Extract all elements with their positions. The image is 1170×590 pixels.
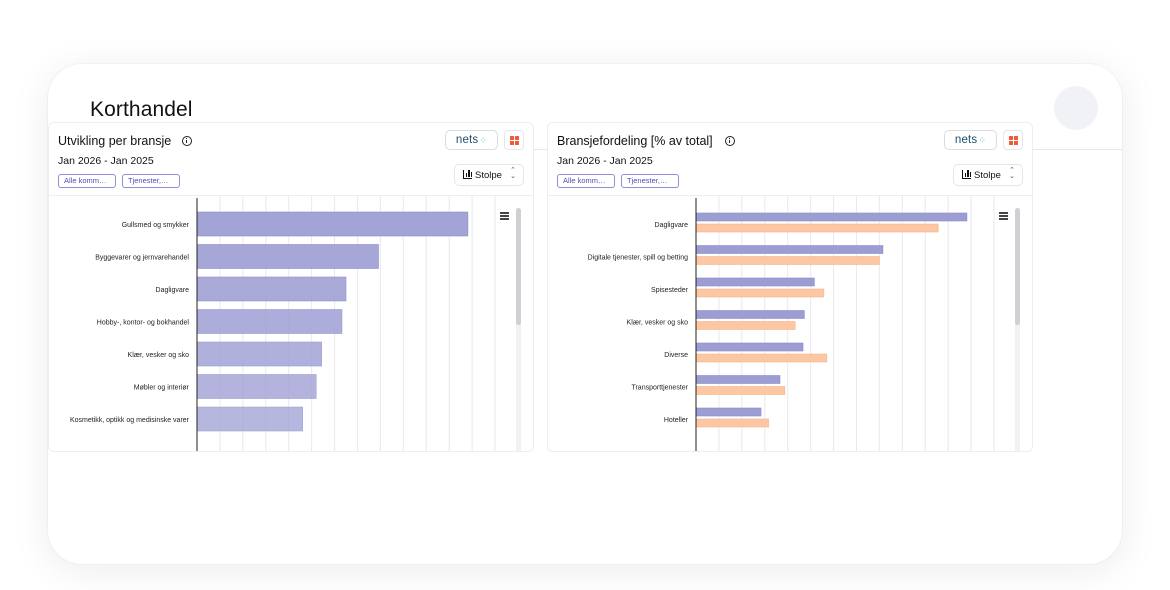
bar <box>196 309 343 334</box>
bar <box>695 407 762 417</box>
category-label: Digitale tjenester, spill og betting <box>588 255 688 262</box>
hamburger-menu-icon[interactable] <box>999 212 1008 220</box>
bar-chart-icon <box>962 170 971 179</box>
category-label: Kosmetikk, optikk og medisinske varer <box>70 417 190 424</box>
bar <box>196 406 303 432</box>
date-range: Jan 2026 - Jan 2025 <box>557 155 653 167</box>
bar <box>695 310 805 319</box>
bar <box>695 256 880 265</box>
nets-logo-text: nets <box>455 134 479 146</box>
bar <box>196 244 379 269</box>
filter-chip-bransjer[interactable]: Tjenester,… <box>621 174 679 188</box>
scrollbar-thumb[interactable] <box>516 208 521 325</box>
bar <box>695 277 815 287</box>
grid-button[interactable] <box>1003 130 1023 150</box>
bar <box>695 288 825 298</box>
panel-title: Bransjefordeling [% av total] <box>557 134 713 148</box>
sort-chevron-icon: ⌃ ⌄ <box>510 167 516 180</box>
bar <box>695 212 968 222</box>
panel-divider <box>49 195 533 196</box>
chart-scrollbar[interactable] <box>516 208 521 451</box>
bar-chart-bransjefordeling: Dagligvare Digitale tjenester, spill og b… <box>588 196 995 451</box>
bar <box>695 321 796 330</box>
info-icon[interactable] <box>182 136 192 146</box>
sort-chevron-icon: ⌃ ⌄ <box>1009 167 1015 180</box>
bar <box>695 375 781 384</box>
category-label: Diverse <box>664 352 688 359</box>
grid-button[interactable] <box>504 130 524 150</box>
chart-type-label: Stolpe <box>974 170 1001 181</box>
chart-scrollbar[interactable] <box>1015 208 1020 451</box>
panel-divider <box>548 195 1032 196</box>
hamburger-menu-icon[interactable] <box>500 212 509 220</box>
bar <box>196 374 317 399</box>
category-label: Gullsmed og smykker <box>122 222 190 229</box>
filter-chip-kommuner[interactable]: Alle komm… <box>557 174 615 188</box>
chart-area: Dagligvare Digitale tjenester, spill og b… <box>548 196 1032 451</box>
bar <box>695 386 786 395</box>
bar <box>695 353 828 363</box>
nets-logo-text: nets <box>954 134 978 146</box>
category-label: Byggevarer og jernvarehandel <box>95 255 189 262</box>
category-label: Transporttjenester <box>631 385 688 392</box>
nets-dots-icon: ⁘ <box>978 135 987 145</box>
bar <box>695 223 939 233</box>
nets-logo-badge: nets⁘ <box>944 130 997 150</box>
chart-type-select[interactable]: Stolpe ⌃ ⌄ <box>454 164 524 186</box>
chart-panel-bransjefordeling: Bransjefordeling [% av total] Jan 2026 -… <box>547 122 1033 452</box>
chart-type-select[interactable]: Stolpe ⌃ ⌄ <box>953 164 1023 186</box>
category-label: Hoteller <box>664 417 689 424</box>
chart-type-label: Stolpe <box>475 170 502 181</box>
category-label: Møbler og interiør <box>134 385 190 392</box>
category-label: Dagligvare <box>156 287 190 294</box>
bar <box>196 211 469 237</box>
category-label: Klær, vesker og sko <box>128 352 190 359</box>
category-label: Hobby-, kontor- og bokhandel <box>97 320 190 327</box>
bar <box>695 342 804 352</box>
info-icon[interactable] <box>725 136 735 146</box>
bar-chart-utvikling: Gullsmed og smykker Byggevarer og jernvar… <box>70 196 496 451</box>
chart-panel-utvikling: Utvikling per bransje Jan 2026 - Jan 202… <box>48 122 534 452</box>
category-label: Spisesteder <box>651 287 689 294</box>
scrollbar-thumb[interactable] <box>1015 208 1020 325</box>
bar <box>695 418 769 428</box>
nets-dots-icon: ⁘ <box>479 135 488 145</box>
chart-area: Gullsmed og smykker Byggevarer og jernvar… <box>49 196 533 451</box>
category-label: Dagligvare <box>655 222 689 229</box>
page-title: Korthandel <box>90 98 193 121</box>
category-label: Klær, vesker og sko <box>627 320 689 327</box>
nets-logo-badge: nets⁘ <box>445 130 498 150</box>
user-avatar[interactable] <box>1054 86 1098 130</box>
panel-title: Utvikling per bransje <box>58 134 172 148</box>
bar <box>695 245 884 254</box>
filter-chip-kommuner[interactable]: Alle komm… <box>58 174 116 188</box>
bar <box>196 341 322 367</box>
filter-chip-bransjer[interactable]: Tjenester,… <box>122 174 180 188</box>
bar <box>196 276 347 302</box>
bar-chart-icon <box>463 170 472 179</box>
date-range: Jan 2026 - Jan 2025 <box>58 155 154 167</box>
